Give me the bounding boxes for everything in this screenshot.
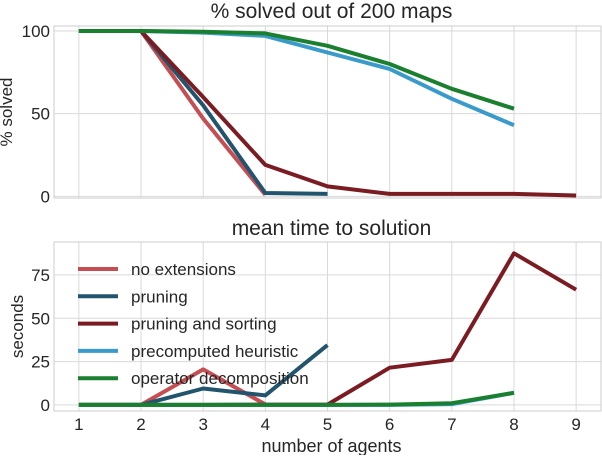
series-line-pruning-and-sorting — [78, 29, 577, 198]
y-tick-label: 100 — [22, 22, 50, 41]
y-tick-label: 50 — [31, 105, 50, 124]
x-tick-label: 3 — [198, 415, 207, 434]
series-line-operator-decomposition — [78, 29, 515, 111]
legend-label: pruning and sorting — [131, 315, 277, 334]
y-tick-label: 25 — [31, 353, 50, 372]
y-axis-label: seconds — [8, 295, 27, 358]
chart-panel-2: 0 25 50 75 mean time to solution seconds 1 2 3 4 5… — [8, 217, 602, 456]
x-tick-label: 1 — [74, 415, 83, 434]
chart-title: mean time to solution — [232, 217, 432, 240]
x-tick-label: 9 — [571, 415, 580, 434]
x-axis-label: number of agents — [261, 436, 401, 455]
series-line-operator-decomposition — [78, 390, 515, 407]
x-tick-label: 7 — [447, 415, 456, 434]
y-tick-label: 0 — [41, 396, 50, 415]
x-tick-label: 8 — [509, 415, 518, 434]
y-axis-label: % solved — [0, 78, 16, 147]
legend-label: operator decomposition — [131, 369, 309, 388]
plot-frame — [53, 241, 602, 412]
plot-frame — [53, 25, 602, 199]
chart-title: % solved out of 200 maps — [211, 0, 453, 23]
y-tick-label: 75 — [31, 266, 50, 285]
legend-label: pruning — [131, 287, 188, 306]
x-tick-label: 2 — [136, 415, 145, 434]
x-tick-label: 4 — [261, 415, 270, 434]
x-tick-label: 6 — [385, 415, 394, 434]
y-tick-label: 50 — [31, 309, 50, 328]
chart-panel-1: 0 50 100 % solved out of 200 maps % solved — [0, 0, 602, 206]
legend: no extensions pruning pruning and sorting p… — [78, 260, 309, 388]
legend-label: precomputed heuristic — [131, 342, 299, 361]
y-tick-label: 0 — [41, 187, 50, 206]
legend-label: no extensions — [131, 260, 236, 279]
x-tick-label: 5 — [323, 415, 332, 434]
